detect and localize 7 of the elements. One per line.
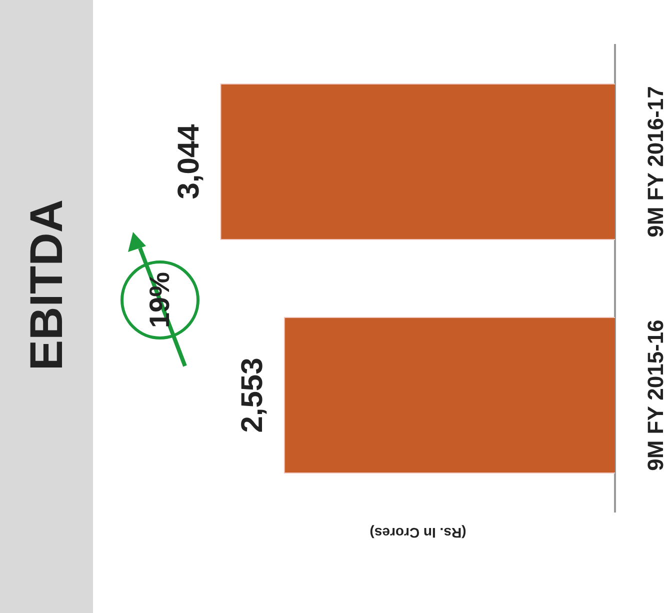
y-tick-label: 9M FY 2016-17 [643, 86, 665, 238]
text: 19% [143, 270, 176, 330]
data-label: 3,044 [172, 124, 206, 200]
text: EBITDA [19, 198, 73, 373]
x-axis-title: (Rs. In Crores) [368, 525, 468, 541]
y-tick-label: 9M FY 2015-16 [643, 320, 665, 471]
data-label: 2,553 [236, 358, 270, 433]
